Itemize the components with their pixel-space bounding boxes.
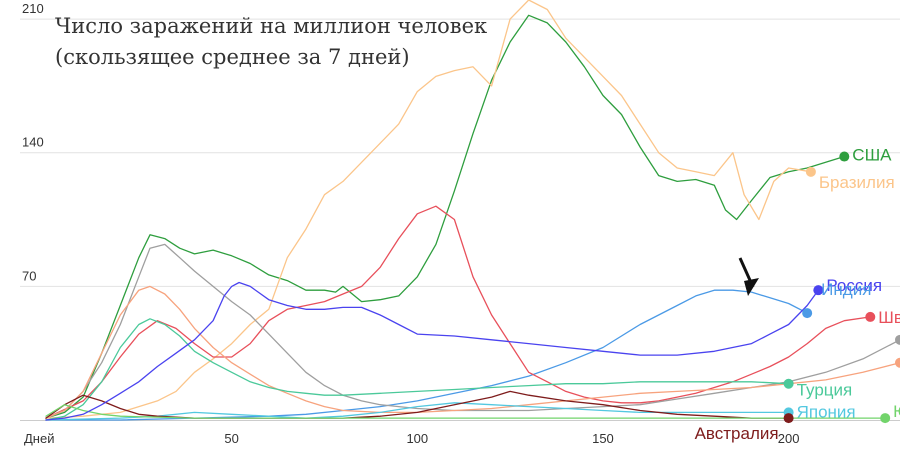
y-tick-label: 140	[22, 135, 44, 150]
chart-subtitle: (скользящее среднее за 7 дней)	[55, 45, 410, 69]
axis-ticks: 70 140 210 Дней 50 100 150 200	[22, 1, 799, 446]
series-line-турция	[45, 318, 790, 421]
series-end-dot-сша	[839, 151, 850, 162]
series-line-россия	[45, 281, 819, 421]
series-end-dot-германия	[895, 357, 900, 368]
series-end-dot-турция	[783, 378, 794, 389]
series-line-швеция	[45, 205, 871, 419]
grid	[20, 18, 900, 421]
series-line-германия	[45, 285, 900, 419]
arrow-head-icon	[744, 278, 759, 296]
y-tick-label: 210	[22, 1, 44, 16]
series-label-австралия: Австралия	[695, 424, 779, 443]
series-line-япония	[45, 402, 790, 421]
series-end-dot-швеция	[865, 311, 876, 322]
series-end-labels: СШАБразилияРоссияИндияШвецияИтГермаТурци…	[695, 146, 900, 444]
russia-arrow-annotation	[738, 257, 759, 296]
series-end-dot-индия	[802, 308, 813, 319]
x-tick-label: 50	[224, 431, 238, 446]
series-end-dot-италия	[895, 334, 900, 345]
series-label-россия: Россия	[826, 276, 882, 295]
series-label-турция: Турция	[797, 381, 853, 400]
chart-title: Число заражений на миллион человек	[55, 14, 487, 38]
x-tick-label: Дней	[24, 431, 54, 446]
series-line-бразилия	[45, 0, 812, 419]
series-label-бразилия: Бразилия	[819, 173, 895, 192]
series-label-япония: Япония	[797, 402, 856, 421]
x-tick-label: 100	[406, 431, 428, 446]
series-label-южная-корея: Ю	[893, 402, 900, 421]
series-label-индия: Индия	[821, 280, 871, 299]
series-end-dot-россия	[813, 285, 824, 296]
series-lines	[45, 0, 900, 421]
series-line-австралия	[45, 390, 790, 419]
series-end-dot-австралия	[783, 413, 794, 424]
x-tick-label: 150	[592, 431, 614, 446]
x-tick-label: 200	[778, 431, 800, 446]
series-end-dots	[783, 151, 900, 424]
series-label-сша: США	[852, 146, 892, 165]
series-end-dot-южная-корея	[880, 413, 891, 424]
series-end-dot-бразилия	[805, 166, 816, 177]
series-line-южная-корея	[45, 404, 886, 419]
series-line-сша	[45, 14, 845, 419]
y-tick-label: 70	[22, 268, 36, 283]
series-line-индия	[45, 289, 808, 421]
series-label-швеция: Швеция	[878, 308, 900, 327]
